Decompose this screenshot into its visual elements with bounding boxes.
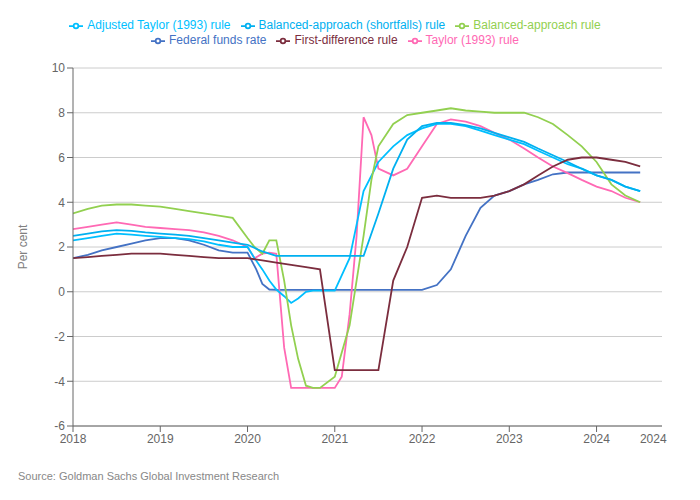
svg-text:-2: -2 (54, 330, 65, 344)
svg-text:2020: 2020 (234, 432, 261, 446)
svg-text:10: 10 (52, 61, 66, 75)
svg-text:2023: 2023 (496, 432, 523, 446)
svg-text:2024: 2024 (583, 432, 610, 446)
html-text:Taylor (1993) rule: Taylor (1993) rule (425, 32, 519, 47)
svg-text:Per cent: Per cent (16, 224, 30, 269)
html-text:Balanced-approach (shortfalls): Balanced-approach (shortfalls) rule (258, 18, 446, 32)
svg-text:-6: -6 (54, 419, 65, 433)
svg-text:6: 6 (58, 151, 65, 165)
svg-text:2022: 2022 (409, 432, 436, 446)
html-text:Adjusted Taylor (1993) rule: Adjusted Taylor (1993) rule (87, 18, 231, 32)
svg-text:2018: 2018 (60, 432, 87, 446)
html-text:Source: Goldman Sachs Global I: Source: Goldman Sachs Global Investment … (18, 470, 280, 482)
svg-text:4: 4 (58, 196, 65, 210)
html-text:Federal funds rate: Federal funds rate (169, 32, 267, 47)
html-text:Balanced-approach rule: Balanced-approach rule (473, 18, 601, 32)
svg-text:2024: 2024 (640, 432, 667, 446)
svg-text:8: 8 (58, 106, 65, 120)
svg-text:2019: 2019 (147, 432, 174, 446)
svg-text:2: 2 (58, 240, 65, 254)
html-text:First-difference rule: First-difference rule (294, 32, 398, 47)
svg-text:0: 0 (58, 285, 65, 299)
svg-text:2021: 2021 (321, 432, 348, 446)
svg-text:-4: -4 (54, 375, 65, 389)
